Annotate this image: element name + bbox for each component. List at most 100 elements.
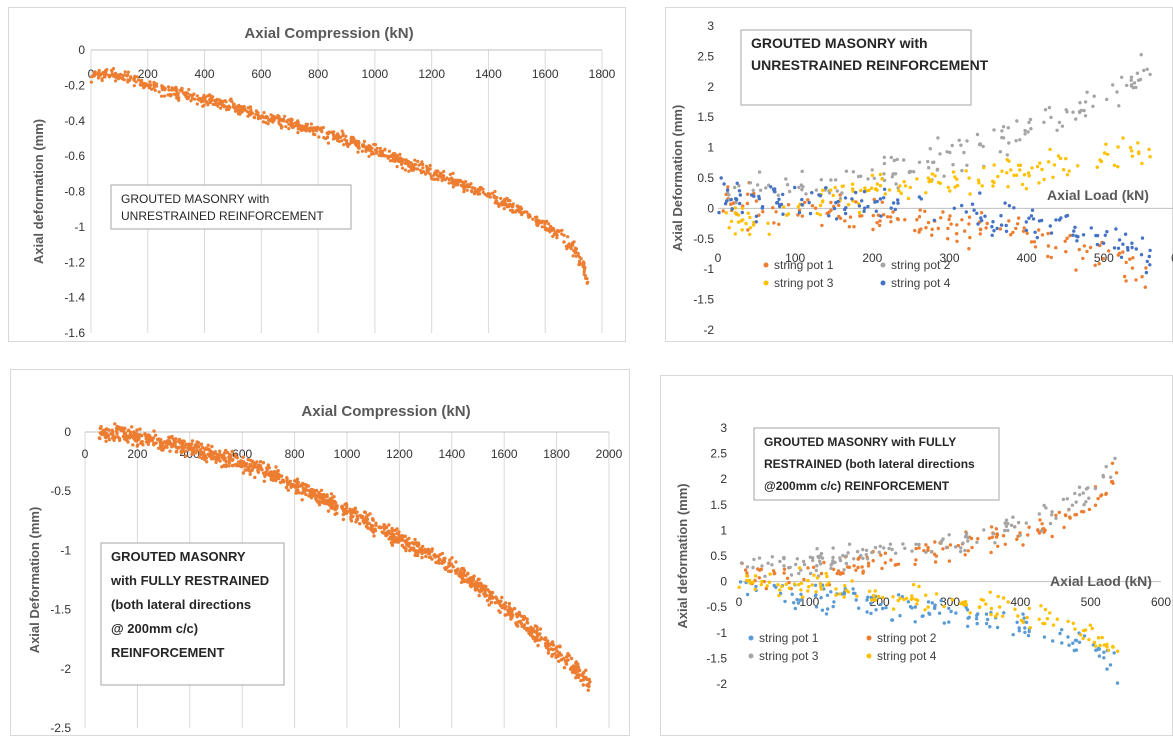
data-point	[451, 565, 455, 569]
data-point	[984, 621, 989, 626]
data-point	[475, 585, 480, 590]
data-point	[908, 185, 912, 190]
legend-label: string pot 4	[877, 649, 937, 663]
data-point	[757, 556, 762, 560]
data-point	[824, 612, 829, 616]
data-point	[437, 174, 441, 178]
data-point	[800, 214, 804, 218]
data-point	[833, 185, 837, 190]
data-point	[179, 450, 183, 454]
data-point	[258, 460, 263, 464]
data-point	[169, 436, 174, 440]
data-point	[1147, 147, 1151, 152]
data-point	[820, 556, 825, 560]
data-point	[800, 203, 804, 207]
data-point	[879, 214, 883, 218]
data-point	[531, 217, 535, 221]
data-point	[159, 438, 163, 442]
data-point	[976, 612, 980, 616]
data-point	[831, 567, 836, 571]
legend-marker	[763, 262, 769, 268]
data-point	[558, 653, 563, 657]
data-point	[511, 202, 515, 206]
data-point	[1130, 149, 1134, 153]
data-point	[320, 498, 324, 502]
data-point	[1048, 147, 1052, 152]
data-point	[992, 229, 996, 233]
data-point	[827, 214, 831, 218]
data-point	[723, 202, 728, 206]
data-point	[899, 191, 903, 196]
data-point	[835, 571, 839, 576]
data-point	[553, 652, 557, 656]
data-point	[1028, 626, 1032, 630]
data-point	[942, 174, 946, 178]
data-point	[1057, 120, 1062, 125]
data-point	[807, 585, 811, 589]
data-point	[570, 670, 575, 674]
data-point	[203, 95, 208, 99]
data-point	[107, 428, 111, 432]
data-point	[407, 542, 412, 546]
data-point	[183, 91, 187, 95]
data-point	[1023, 128, 1027, 133]
data-point	[449, 569, 453, 573]
data-point	[555, 228, 560, 233]
x-tick-label: 600	[1151, 595, 1171, 609]
data-point	[942, 621, 946, 625]
data-point	[583, 274, 588, 278]
data-point	[253, 475, 257, 480]
data-point	[887, 546, 891, 551]
data-point	[330, 503, 335, 507]
data-point	[846, 203, 851, 207]
data-point	[810, 204, 815, 208]
data-point	[825, 583, 829, 587]
data-point	[1035, 235, 1039, 240]
data-point	[785, 183, 790, 187]
data-point	[869, 601, 873, 606]
data-point	[1047, 160, 1051, 164]
data-point	[815, 211, 819, 216]
data-point	[1077, 485, 1082, 489]
data-point	[469, 584, 473, 589]
data-point	[1081, 491, 1085, 495]
data-point	[230, 99, 234, 104]
data-point	[970, 545, 974, 550]
data-point	[567, 653, 571, 658]
y-tick-label: 0	[720, 575, 727, 589]
data-point	[277, 119, 281, 124]
data-point	[1058, 156, 1063, 161]
data-point	[525, 626, 530, 631]
y-tick-label: -1.5	[693, 293, 714, 307]
data-point	[326, 509, 331, 513]
data-point	[814, 568, 818, 573]
data-point	[162, 94, 167, 98]
data-point	[770, 555, 774, 559]
legend-label: string pot 1	[774, 258, 834, 272]
data-point	[824, 186, 828, 190]
data-point	[829, 200, 833, 205]
data-point	[368, 512, 372, 516]
data-point	[1139, 253, 1144, 257]
data-point	[230, 449, 234, 454]
data-point	[573, 246, 577, 250]
data-point	[468, 581, 473, 586]
data-point	[373, 527, 377, 531]
data-point	[129, 75, 133, 79]
data-point	[768, 572, 772, 576]
data-point	[1004, 223, 1008, 228]
data-point	[576, 665, 581, 670]
annotation-line: GROUTED MASONRY with	[751, 35, 928, 51]
data-point	[375, 150, 379, 154]
data-point	[286, 118, 290, 122]
data-point	[264, 121, 268, 125]
data-point	[414, 167, 418, 171]
data-point	[864, 548, 869, 553]
data-point	[544, 227, 549, 231]
data-point	[356, 144, 360, 148]
data-point	[473, 186, 477, 190]
data-point	[745, 592, 750, 597]
data-point	[548, 227, 553, 231]
data-point	[808, 211, 813, 216]
data-point	[159, 94, 164, 98]
